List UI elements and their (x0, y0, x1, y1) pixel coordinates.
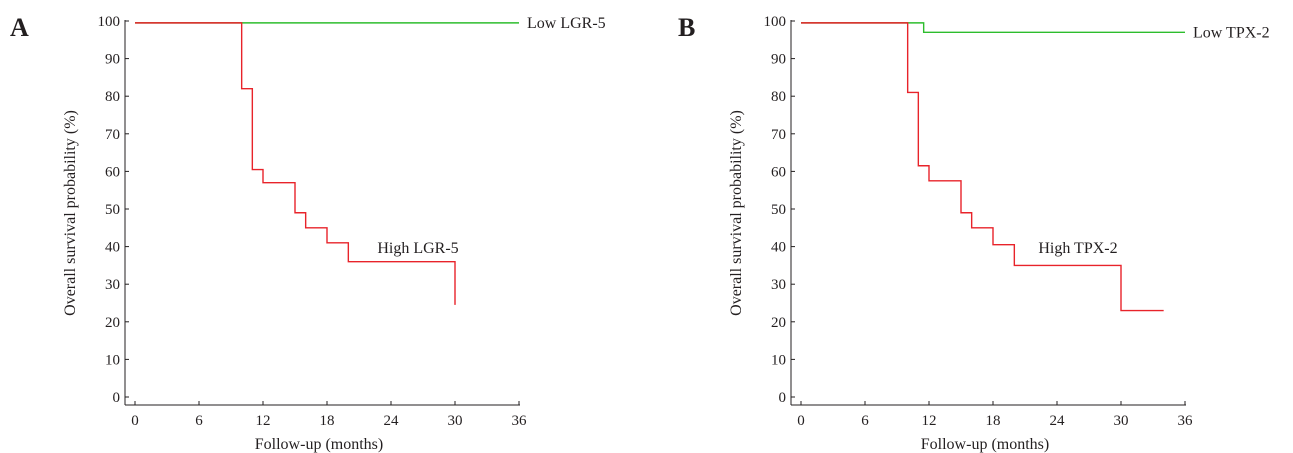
x-tick-label: 0 (797, 413, 805, 429)
y-tick-label: 40 (105, 240, 120, 256)
series-label: High TPX-2 (1038, 240, 1117, 257)
x-tick-label: 12 (922, 413, 937, 429)
y-tick-label: 80 (771, 89, 786, 105)
x-tick-label: 36 (512, 413, 528, 429)
x-tick-label: 24 (1050, 413, 1066, 429)
y-tick-label: 10 (105, 352, 120, 368)
series-line-0 (801, 22, 1185, 33)
series-line-1 (135, 22, 456, 305)
y-tick-label: 20 (771, 315, 786, 331)
x-tick-label: 30 (448, 413, 463, 429)
y-tick-label: 60 (105, 164, 120, 180)
x-tick-label: 12 (256, 413, 271, 429)
y-tick-label: 20 (105, 315, 120, 331)
series-line-1 (801, 22, 1164, 312)
y-tick-label: 100 (764, 14, 787, 30)
x-tick-label: 18 (320, 413, 335, 429)
y-tick-label: 90 (771, 52, 786, 68)
x-tick-label: 6 (861, 413, 869, 429)
survival-chart-b: B 0 10 20 30 40 50 60 70 80 90 100 0 6 12 18 24 30 36 Follo… (646, 0, 1293, 453)
chart-b-svg: B 0 10 20 30 40 50 60 70 80 90 100 0 6 12 18 24 30 36 Follo… (678, 13, 1270, 453)
y-tick-label: 50 (105, 202, 120, 218)
y-tick-label: 60 (771, 164, 786, 180)
y-tick-label: 40 (771, 240, 786, 256)
panel-label: A (10, 13, 29, 42)
chart-a-svg: A 0 10 20 30 40 50 60 70 80 90 100 0 6 12 18 24 30 36 Follo… (10, 13, 606, 453)
y-tick-label: 30 (771, 277, 786, 293)
y-tick-label: 0 (113, 390, 121, 406)
y-tick-label: 90 (105, 52, 120, 68)
x-axis-title: Follow-up (months) (921, 436, 1049, 453)
series-label: Low LGR-5 (527, 15, 606, 32)
y-tick-label: 0 (779, 390, 787, 406)
y-tick-label: 50 (771, 202, 786, 218)
series-label: High LGR-5 (377, 240, 458, 257)
x-tick-label: 30 (1114, 413, 1129, 429)
panel-label: B (678, 13, 695, 42)
series-label: Low TPX-2 (1193, 24, 1270, 41)
y-tick-label: 10 (771, 352, 786, 368)
y-tick-label: 70 (105, 127, 120, 143)
x-axis-title: Follow-up (months) (255, 436, 383, 453)
y-axis-title: Overall survival probability (%) (728, 110, 745, 316)
x-tick-label: 24 (384, 413, 400, 429)
y-axis-title: Overall survival probability (%) (62, 110, 79, 316)
x-tick-label: 6 (195, 413, 203, 429)
survival-chart-a: A 0 10 20 30 40 50 60 70 80 90 100 0 6 12 18 24 30 36 Follo… (0, 0, 646, 453)
y-tick-label: 80 (105, 89, 120, 105)
x-tick-label: 18 (986, 413, 1001, 429)
y-tick-label: 100 (98, 14, 121, 30)
y-tick-label: 70 (771, 127, 786, 143)
x-tick-label: 0 (131, 413, 139, 429)
x-tick-label: 36 (1178, 413, 1194, 429)
y-tick-label: 30 (105, 277, 120, 293)
